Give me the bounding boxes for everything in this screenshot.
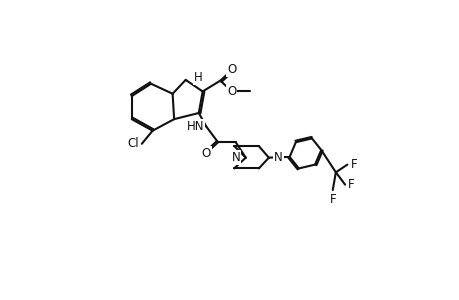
Text: O: O — [227, 63, 236, 76]
Text: Cl: Cl — [127, 137, 139, 150]
Text: H: H — [194, 71, 202, 84]
Text: N: N — [231, 151, 240, 164]
Text: O: O — [202, 146, 211, 160]
Text: O: O — [227, 85, 236, 98]
Text: N: N — [274, 151, 282, 164]
Text: F: F — [350, 158, 356, 171]
Text: F: F — [347, 178, 354, 191]
Text: HN: HN — [186, 120, 204, 134]
Text: F: F — [329, 193, 336, 206]
